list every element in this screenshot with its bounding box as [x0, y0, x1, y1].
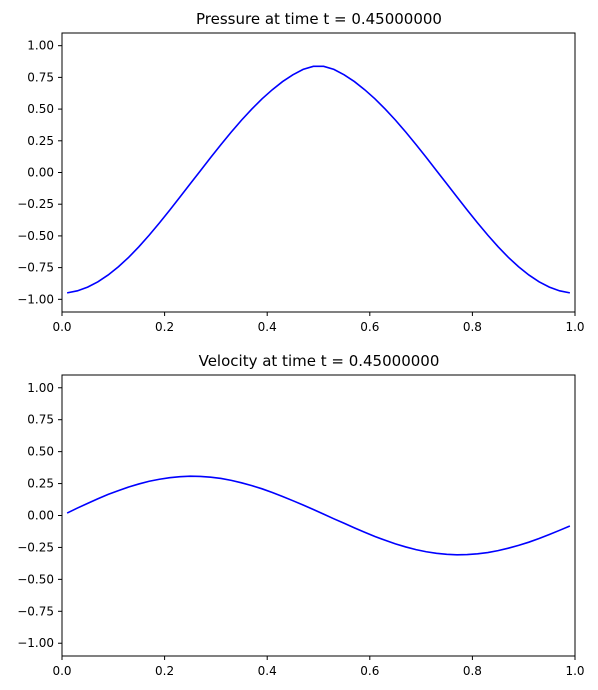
velocity-chart: Velocity at time t = 0.45000000 0.0 0.2 0.… [17, 352, 584, 678]
velocity-ytick-label: 0.50 [27, 445, 54, 459]
pressure-ytick-label: 0.00 [27, 166, 54, 180]
pressure-ytick-label: 0.75 [27, 70, 54, 84]
velocity-ytick-label: 0.00 [27, 509, 54, 523]
pressure-ytick-label: −0.25 [17, 197, 54, 211]
pressure-xtick-label: 0.4 [258, 320, 277, 334]
velocity-ytick-label: −0.75 [17, 604, 54, 618]
pressure-ytick-label: 1.00 [27, 39, 54, 53]
pressure-chart-title: Pressure at time t = 0.45000000 [196, 10, 442, 28]
pressure-xtick-label: 0.8 [463, 320, 482, 334]
velocity-ytick-label: 0.75 [27, 413, 54, 427]
pressure-ytick-label: −0.50 [17, 229, 54, 243]
velocity-ytick-label: −1.00 [17, 636, 54, 650]
velocity-xtick-label: 0.2 [155, 664, 174, 678]
velocity-xtick-label: 0.4 [258, 664, 277, 678]
pressure-ytick-label: −0.75 [17, 261, 54, 275]
velocity-xtick-label: 1.0 [565, 664, 584, 678]
velocity-ytick-label: −0.25 [17, 540, 54, 554]
velocity-axes-ticks: 0.0 0.2 0.4 0.6 0.8 1.0 −1.00 −0.75 −0.50 −0.25 0.… [17, 381, 584, 678]
pressure-xtick-label: 0.0 [52, 320, 71, 334]
velocity-ytick-label: 1.00 [27, 381, 54, 395]
pressure-ytick-label: 0.50 [27, 102, 54, 116]
velocity-xtick-label: 0.0 [52, 664, 71, 678]
pressure-ytick-label: 0.25 [27, 134, 54, 148]
pressure-chart: Pressure at time t = 0.45000000 0.0 0.2 0.… [17, 10, 584, 334]
pressure-xtick-label: 1.0 [565, 320, 584, 334]
velocity-xtick-label: 0.8 [463, 664, 482, 678]
velocity-ytick-label: −0.50 [17, 572, 54, 586]
velocity-series-line [66, 475, 571, 556]
pressure-series-line [66, 65, 571, 294]
pressure-xtick-label: 0.2 [155, 320, 174, 334]
pressure-xtick-label: 0.6 [360, 320, 379, 334]
velocity-xtick-label: 0.6 [360, 664, 379, 678]
pressure-ytick-label: −1.00 [17, 292, 54, 306]
pressure-axes-frame [61, 32, 576, 313]
velocity-chart-title: Velocity at time t = 0.45000000 [199, 352, 440, 370]
pressure-axes-ticks: 0.0 0.2 0.4 0.6 0.8 1.0 −1.00 −0.75 −0.50 −0.25 0.… [17, 39, 584, 334]
velocity-axes-frame [61, 374, 576, 657]
velocity-ytick-label: 0.25 [27, 477, 54, 491]
